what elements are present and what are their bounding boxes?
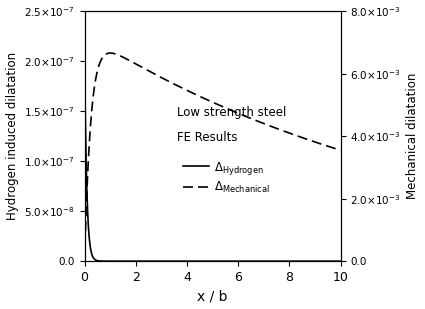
X-axis label: x / b: x / b (197, 290, 228, 303)
Y-axis label: Mechanical dilatation: Mechanical dilatation (406, 73, 419, 200)
Y-axis label: Hydrogen induced dilatation: Hydrogen induced dilatation (6, 52, 19, 220)
Legend: $\Delta_{\mathrm{Hydrogen}}$, $\Delta_{\mathrm{Mechanical}}$: $\Delta_{\mathrm{Hydrogen}}$, $\Delta_{\… (183, 160, 270, 195)
Text: Low strength steel: Low strength steel (177, 106, 286, 119)
Text: FE Results: FE Results (177, 131, 237, 144)
